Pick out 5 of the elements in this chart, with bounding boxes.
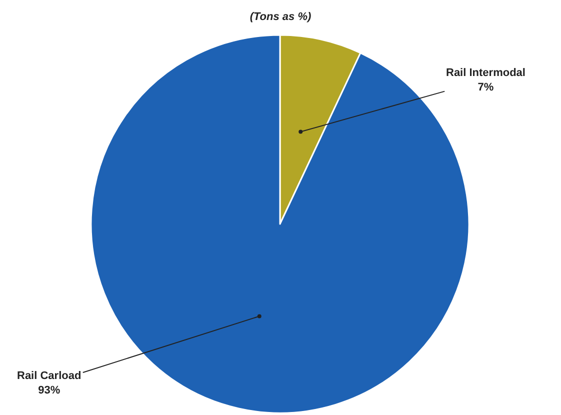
slice-label: Rail Carload — [17, 370, 82, 382]
chart-title: (Tons as %) — [250, 11, 312, 24]
data-label: 93% — [38, 384, 60, 396]
data-label: 7% — [478, 81, 494, 94]
slice-label: Rail Intermodal — [446, 67, 526, 79]
